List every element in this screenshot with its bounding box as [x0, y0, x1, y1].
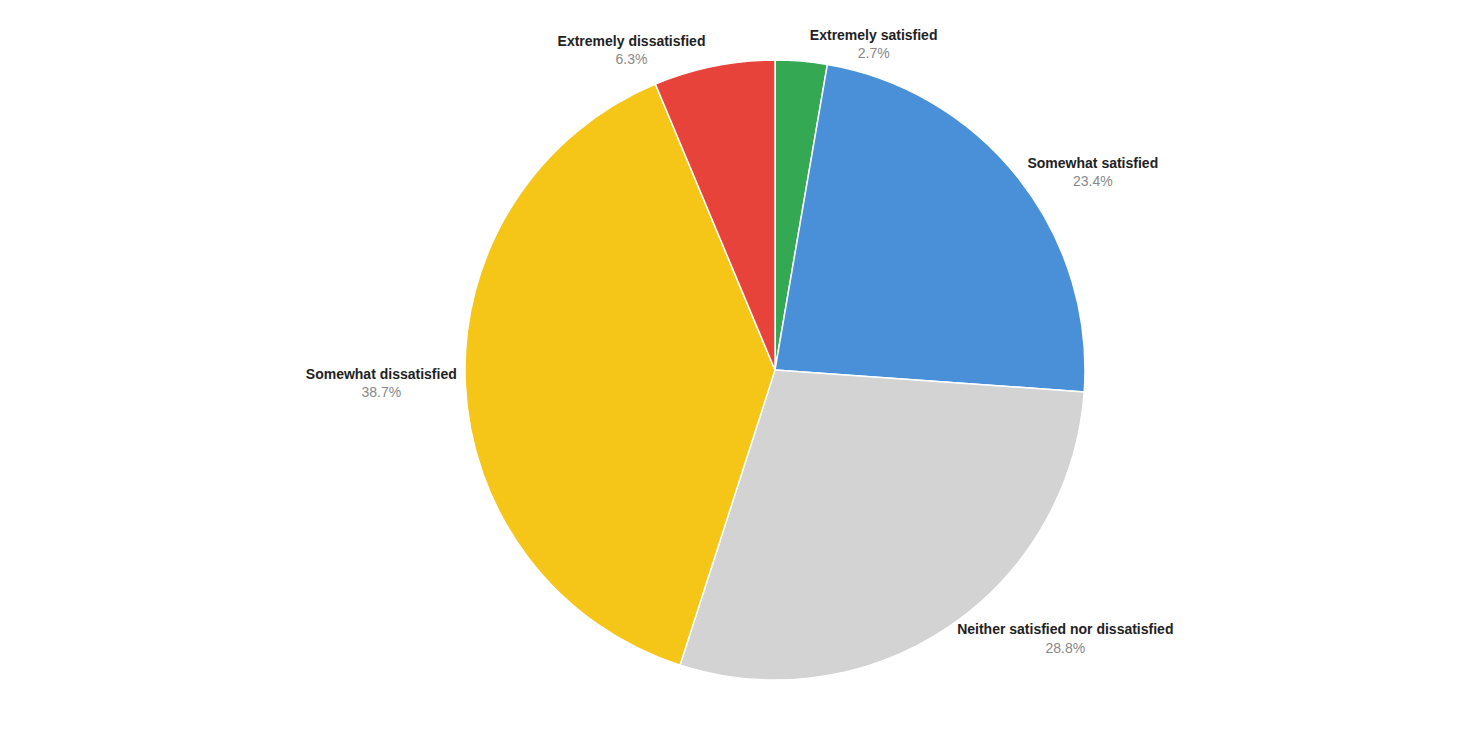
svg-text:Extremely dissatisfied6.3%: Extremely dissatisfied6.3% [558, 33, 706, 67]
svg-text:Somewhat dissatisfied38.7%: Somewhat dissatisfied38.7% [306, 366, 457, 400]
svg-text:Neither satisfied nor dissatis: Neither satisfied nor dissatisfied28.8% [957, 621, 1173, 655]
svg-text:Somewhat satisfied23.4%: Somewhat satisfied23.4% [1027, 155, 1158, 189]
svg-text:Extremely satisfied2.7%: Extremely satisfied2.7% [810, 27, 938, 61]
